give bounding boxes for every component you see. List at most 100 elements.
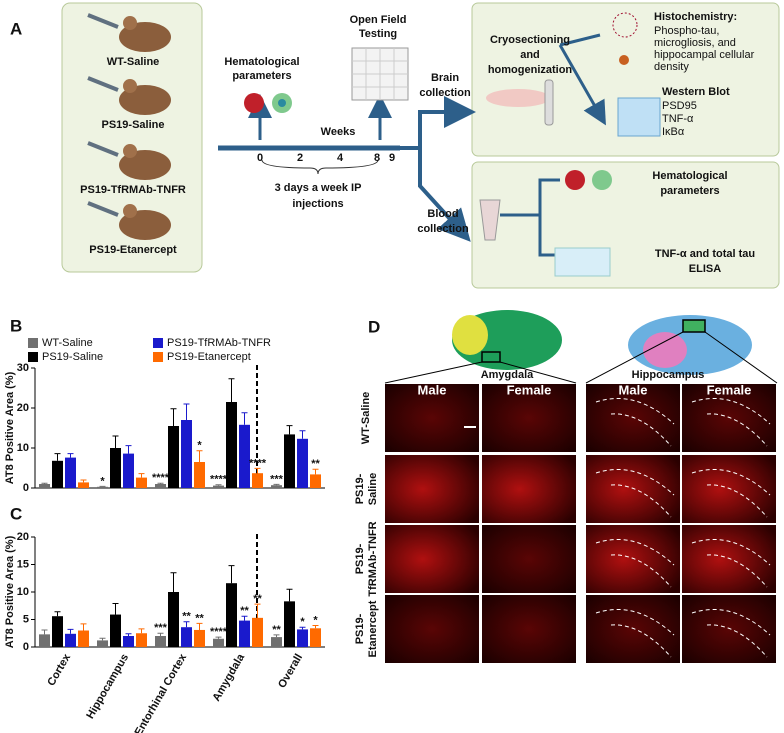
bar [136,633,147,647]
step-label: parameters [232,70,291,82]
step-text: IκBα [662,126,685,138]
bar [271,637,282,647]
y-axis-label: AT8 Positive Area (%) [4,371,16,484]
micrograph [385,455,479,523]
error-bar [41,482,48,484]
error-bar [299,430,306,439]
region-label: Hippocampus [632,369,705,381]
y-tick-label: 15 [17,558,29,570]
blood-cell-icon [244,93,264,113]
group-label: PS19-TfRMAb-TNFR [80,184,186,196]
error-bar [241,412,248,425]
step-label: and [520,49,540,61]
microglia-icon [619,55,629,65]
bar [297,629,308,647]
blood-cell-icon [592,170,612,190]
legend-swatch [153,352,163,362]
significance: * [100,475,105,487]
micrograph [586,384,680,452]
bar [284,434,295,488]
bar [239,620,250,647]
step-label: injections [292,198,343,210]
bar [310,628,321,647]
tau-icon [612,12,638,38]
significance: ** [195,612,204,624]
step-label: Hematological [224,56,299,68]
panel-label: A [10,19,22,38]
step-label: homogenization [488,64,573,76]
timeline-label: Weeks [321,126,356,138]
step-text: Phospho-tau, [654,25,719,37]
legend-swatch [28,352,38,362]
significance: **** [249,457,267,469]
micrograph [385,595,479,663]
bar [155,636,166,647]
bar [252,473,263,488]
bar [168,592,179,647]
arrow [500,178,560,257]
region-box [682,319,706,333]
bar [226,583,237,647]
error-bar [312,625,319,629]
step-label: Blood [427,208,458,220]
error-bar [157,632,164,636]
significance: ** [240,605,249,617]
bar [194,629,205,647]
error-bar [67,628,74,634]
error-bar [54,611,61,617]
blood-cell-icon [278,99,286,107]
y-tick-label: 0 [23,482,29,494]
significance: **** [152,472,170,484]
micrograph [482,595,576,663]
step-label: ELISA [689,263,721,275]
zoom-line [384,331,778,384]
step-title: Histochemistry: [654,11,737,23]
arrow [418,148,471,242]
bar [194,462,205,488]
legend-label: WT-Saline [42,337,93,349]
bar [181,627,192,647]
arrow [400,96,476,150]
row-label: TfRMAb-TNFR [367,521,379,596]
elisa-icon [554,247,611,277]
panel-label: C [10,504,22,523]
error-bar [99,637,106,641]
significance: *** [154,622,168,634]
bar [52,616,63,647]
error-bar [254,467,261,474]
error-bar [80,479,87,483]
bar [310,474,321,488]
bar [155,484,166,488]
error-bar [183,621,190,628]
x-tick-label: Cortex [45,651,73,688]
significance: ** [272,624,281,636]
significance: **** [210,474,228,486]
bar [271,485,282,488]
mouse-icon [123,16,137,30]
x-tick-label: Entorhinal Cortex [133,651,190,733]
micrograph [682,525,776,593]
column-label: Female [707,382,752,397]
column-label: Male [418,382,447,397]
error-bar [215,484,222,486]
error-bar [286,588,293,602]
panel-label: D [368,317,380,336]
syringe-icon [87,141,119,157]
bar [110,614,121,647]
error-bar [80,623,87,631]
error-bar [196,450,203,462]
column-label: Female [507,382,552,397]
y-tick-label: 10 [17,442,29,454]
y-tick-label: 20 [17,531,29,543]
bar [123,636,134,647]
error-bar [125,633,132,636]
error-bar [273,634,280,638]
micrograph [482,384,576,452]
y-axis-label: AT8 Positive Area (%) [4,535,16,648]
step-text: microgliosis, and [654,37,736,49]
significance: * [197,440,202,452]
error-bar [254,603,261,618]
row-label: Saline [367,473,379,505]
micrograph [682,455,776,523]
legend-label: PS19-Saline [42,351,103,363]
